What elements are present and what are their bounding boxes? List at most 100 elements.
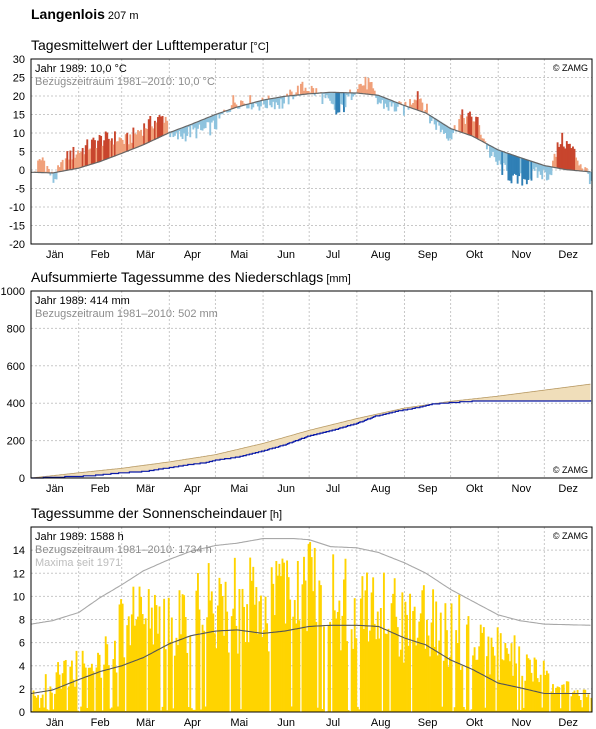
sunshine-day-bar [401, 592, 404, 712]
sunshine-day-bar [332, 554, 335, 712]
temperature-day-bar [64, 158, 67, 171]
temperature-day-bar [150, 126, 153, 142]
temperature-day-bar [266, 99, 269, 109]
y-tick-label: -5 [15, 184, 25, 196]
temperature-day-bar [501, 151, 504, 175]
sunshine-day-bar [532, 681, 534, 712]
sunshine-day-bar [227, 652, 230, 712]
temperature-day-bar [372, 88, 375, 95]
station-name: Langenlois [31, 6, 105, 22]
sunshine-day-bar [192, 709, 195, 712]
y-tick-label: 400 [7, 398, 25, 410]
sunshine-day-bar [186, 652, 189, 712]
temperature-day-bar [389, 99, 392, 103]
precipitation-climate-area [31, 384, 591, 478]
temperature-day-bar [484, 141, 487, 143]
month-label: Okt [466, 249, 483, 261]
sunshine-day-bar [75, 650, 78, 712]
sunshine-day-bar [172, 708, 175, 712]
temperature-day-bar [429, 114, 431, 124]
sunshine-day-bar [34, 695, 36, 712]
temperature-day-bar [373, 90, 376, 95]
plot-border [30, 526, 593, 713]
sunshine-day-bar [447, 666, 450, 712]
y-tick-label: 15 [13, 110, 25, 122]
sunshine-day-bar [472, 655, 475, 712]
temperature-day-bar [69, 150, 72, 170]
month-label: Feb [91, 717, 110, 729]
station-altitude: 207 m [107, 10, 139, 22]
temperature-day-bar [426, 103, 428, 114]
temperature-day-bar [94, 140, 96, 164]
temperature-day-bar [421, 102, 424, 112]
month-label: Dez [558, 717, 578, 729]
temperature-day-bar [369, 82, 372, 95]
temperature-day-bar [264, 99, 267, 108]
temperature-day-bar [298, 94, 301, 96]
temperature-day-bar [187, 125, 190, 128]
sunshine-day-bar [275, 561, 278, 712]
temperature-day-bar [157, 117, 159, 139]
sunshine-day-bar [441, 706, 444, 712]
temperature-day-bar [233, 102, 236, 109]
sunshine-day-bar [175, 637, 178, 712]
temperature-day-bar [130, 142, 133, 150]
y-tick-label: -10 [9, 202, 25, 214]
sunshine-day-bar [556, 686, 559, 712]
sunshine-day-bar [316, 707, 319, 712]
sunshine-day-bar [84, 667, 87, 712]
temperature-day-bar [333, 92, 336, 110]
temperature-day-bar [109, 140, 112, 159]
sunshine-day-bar [58, 674, 61, 712]
sunshine-day-bar [303, 556, 305, 712]
sunshine-day-bar [381, 710, 384, 712]
sunshine-day-bar [224, 581, 227, 712]
copyright-label: © ZAMG [553, 63, 588, 73]
temperature-day-bar [492, 146, 494, 153]
precipitation-unit: [mm] [326, 273, 351, 285]
temperature-day-bar [367, 78, 370, 95]
temperature-day-bar [555, 156, 557, 168]
sunshine-day-bar [585, 697, 588, 712]
sunshine-day-bar [473, 647, 476, 712]
temperature-day-bar [513, 155, 516, 174]
sunshine-day-bar [61, 673, 64, 712]
month-label: Aug [371, 717, 391, 729]
temperature-day-bar [481, 138, 484, 141]
temperature-day-bar [241, 100, 244, 106]
sunshine-day-bar [315, 621, 318, 712]
sunshine-day-bar [519, 709, 522, 712]
sunshine-day-bar [373, 623, 376, 712]
station-header: Langenlois 207 m [31, 6, 138, 22]
sunshine-day-bar [118, 604, 121, 712]
temperature-day-bar [370, 81, 373, 95]
temperature-day-bar [541, 164, 544, 180]
temperature-day-bar [232, 95, 235, 109]
sunshine-day-bar [355, 638, 358, 712]
sunshine-day-bar [132, 586, 135, 712]
sunshine-day-bar [499, 633, 502, 712]
sunshine-day-bar [210, 591, 213, 712]
sunshine-day-bar [115, 672, 118, 712]
sunshine-day-bar [376, 611, 379, 712]
sunshine-day-bar [256, 634, 259, 712]
sunshine-day-bar [203, 630, 206, 712]
temperature-day-bar [578, 165, 581, 171]
temperature-day-bar [479, 134, 482, 141]
temperature-day-bar [293, 95, 296, 97]
temperature-day-bar [536, 163, 539, 178]
sunshine-day-bar [395, 616, 398, 712]
sunshine-day-bar [74, 686, 76, 712]
temperature-day-bar [220, 112, 222, 115]
sunshine-day-bar [241, 588, 244, 712]
temperature-day-bar [198, 121, 201, 125]
sunshine-day-bar [201, 624, 204, 712]
sunshine-day-bar [307, 544, 310, 712]
temperature-day-bar [415, 100, 418, 110]
sunshine-day-bar [232, 608, 235, 712]
sunshine-day-bar [190, 708, 193, 712]
sunshine-day-bar [364, 590, 367, 712]
sunshine-day-bar [539, 674, 542, 712]
temperature-day-bar [107, 138, 110, 159]
temperature-day-bar [41, 157, 44, 173]
